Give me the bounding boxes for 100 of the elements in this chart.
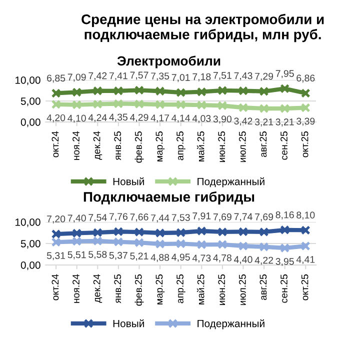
point	[155, 100, 165, 110]
point	[155, 239, 165, 249]
point	[218, 86, 228, 96]
data-label: 4,73	[192, 254, 211, 263]
point	[92, 236, 102, 246]
data-label: 7,35	[151, 72, 170, 81]
data-label: 7,69	[213, 213, 232, 222]
point	[259, 86, 269, 96]
data-label: 7,40	[68, 214, 86, 223]
data-label: 5,37	[109, 252, 128, 260]
data-label: 7,18	[192, 73, 211, 82]
point	[92, 99, 102, 109]
point	[218, 240, 228, 250]
x-tick-label: янв.25	[114, 274, 122, 304]
x-tick-label: авг.25	[260, 274, 267, 300]
point	[196, 100, 206, 110]
data-label: 4,40	[234, 256, 252, 264]
point	[300, 88, 310, 98]
point	[238, 102, 248, 112]
y-tick-label: 5,00	[20, 98, 40, 106]
point	[51, 88, 61, 98]
x-tick-label: мар.25	[156, 274, 165, 304]
point	[72, 88, 82, 97]
data-label: 7,44	[151, 214, 170, 223]
data-label: 7,74	[234, 213, 252, 222]
legend-label: Новый	[113, 319, 144, 328]
data-label: 7,42	[88, 72, 107, 80]
x-tick-label: авг.25	[260, 131, 267, 158]
data-label: 3,90	[213, 116, 232, 124]
x-tick-label: фев.25	[134, 131, 144, 163]
point	[196, 87, 206, 97]
data-label: 7,09	[68, 74, 86, 82]
data-label: 3,21	[254, 118, 274, 127]
point	[51, 229, 61, 239]
x-tick-label: апр.25	[176, 131, 186, 160]
x-tick-label: сен.25	[280, 131, 288, 160]
data-label: 4,41	[296, 256, 315, 264]
point	[114, 99, 124, 108]
data-label: 4,95	[172, 254, 190, 262]
y-tick-label: 10,00	[16, 76, 40, 86]
point	[300, 103, 310, 112]
point	[176, 88, 186, 98]
data-label: 7,69	[255, 213, 274, 222]
data-label: 5,21	[130, 252, 148, 261]
data-label: 7,53	[172, 214, 190, 222]
point	[134, 85, 144, 95]
data-label: 5,31	[46, 252, 66, 260]
data-label: 7,95	[276, 70, 294, 78]
data-label: 7,20	[47, 216, 66, 224]
point	[155, 228, 165, 238]
x-tick-label: окт.25	[301, 274, 308, 300]
y-tick-label: 5,00	[20, 240, 40, 249]
data-label: 4,03	[192, 115, 211, 124]
x-tick-label: янв.25	[114, 131, 122, 160]
data-label: 3,21	[276, 118, 294, 127]
y-tick-label: 10,00	[16, 218, 40, 228]
data-label: 4,88	[150, 254, 170, 262]
chart-title: Подключаемые гибриды	[84, 191, 254, 205]
chart-title: Средние цены на электромобили и подключаемые гибриды, млн руб.	[82, 14, 324, 42]
point	[134, 238, 144, 248]
point	[114, 86, 124, 96]
x-tick-label: апр.25	[176, 274, 186, 304]
data-label: 7,91	[192, 212, 211, 220]
x-tick-label: окт.25	[301, 131, 308, 158]
data-label: 8,16	[276, 211, 294, 220]
y-tick-label: 0,00	[20, 262, 40, 270]
point	[134, 99, 144, 109]
data-label: 4,14	[172, 114, 190, 123]
point	[92, 228, 102, 238]
data-label: 7,43	[234, 72, 252, 80]
point	[51, 237, 61, 247]
data-label: 7,41	[109, 72, 128, 80]
data-label: 3,42	[234, 118, 252, 126]
point	[280, 243, 290, 253]
legend-label: Новый	[113, 177, 144, 186]
point	[280, 225, 290, 235]
data-label: 3,95	[276, 258, 294, 266]
x-tick-label: фев.25	[134, 274, 144, 306]
point	[259, 242, 269, 252]
point	[72, 236, 82, 246]
data-label: 5,58	[88, 250, 107, 260]
legend-label: Подержанный	[198, 319, 264, 330]
point	[280, 104, 290, 114]
point	[196, 226, 206, 236]
data-label: 7,29	[255, 72, 274, 81]
point	[259, 104, 269, 114]
data-label: 7,57	[130, 72, 148, 80]
point	[176, 100, 186, 110]
legend-label: Подержанный	[198, 177, 264, 188]
point	[238, 86, 248, 96]
y-tick-label: 0,00	[20, 118, 40, 128]
data-label: 6,85	[47, 74, 66, 83]
point	[300, 241, 310, 251]
data-label: 4,22	[254, 256, 274, 265]
data-label: 5,51	[68, 251, 86, 260]
data-label: 4,35	[109, 114, 128, 122]
x-tick-label: июн.25	[218, 274, 226, 305]
point	[92, 86, 102, 96]
x-tick-label: окт.24	[52, 131, 59, 158]
point	[196, 240, 206, 250]
